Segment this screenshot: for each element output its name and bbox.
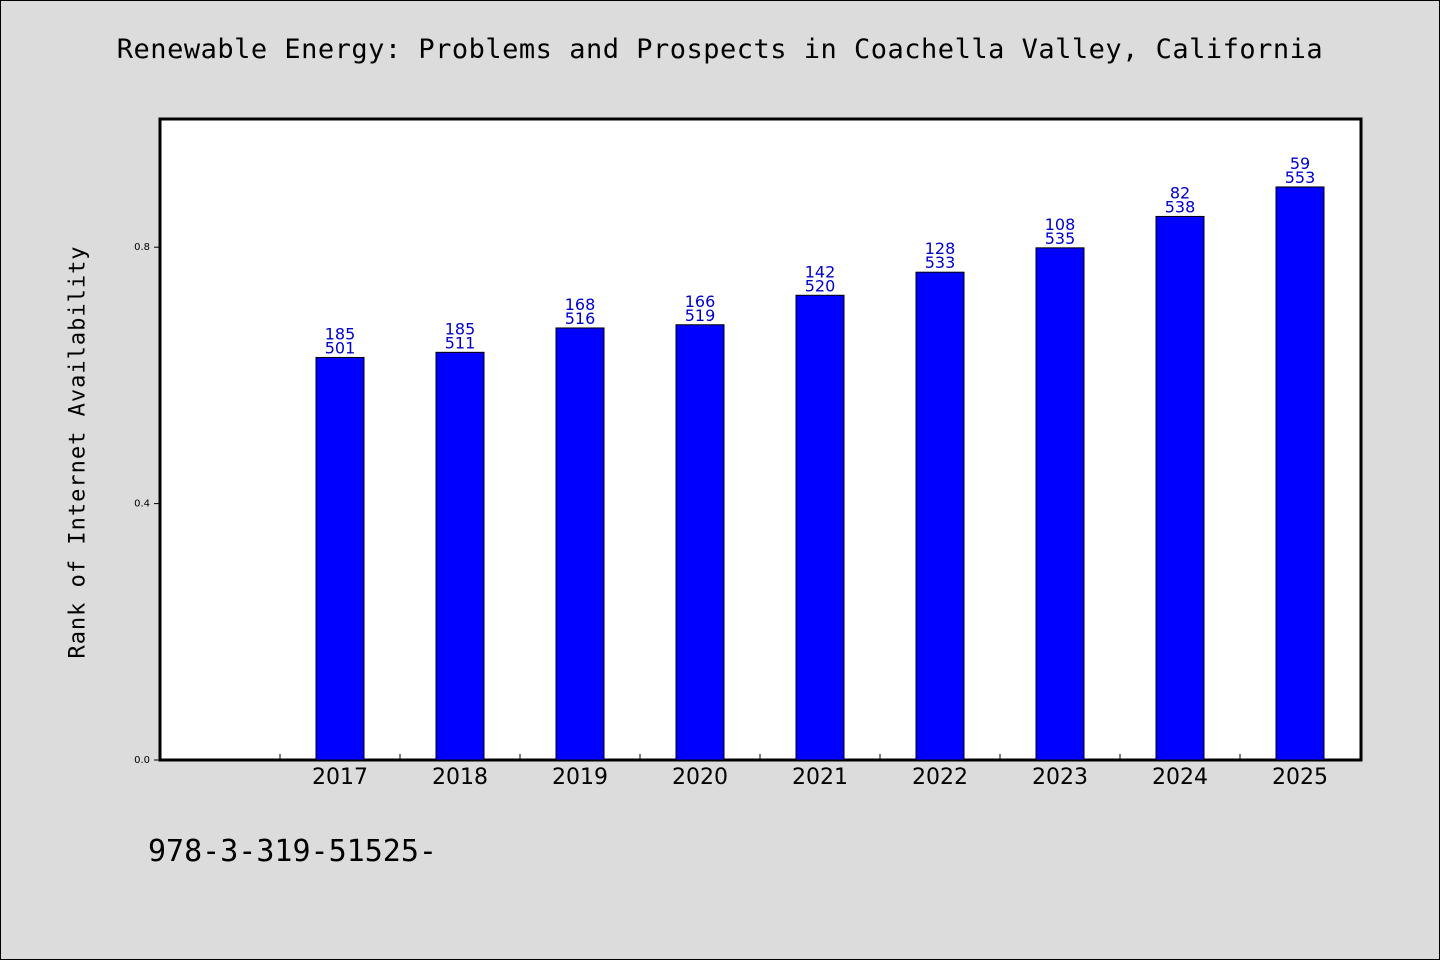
bar: [315, 356, 365, 761]
bar: [1155, 215, 1205, 761]
y-tick-label: 0.0: [134, 755, 150, 766]
x-tick-label: 2021: [792, 765, 848, 790]
bar: [1275, 186, 1325, 761]
y-axis: 0.0 0.4 0.8: [134, 242, 160, 766]
bar-label-top: 128: [925, 239, 956, 258]
x-tick-label: 2017: [312, 765, 368, 790]
bar-label-bottom: 538: [1165, 197, 1196, 216]
bar-label-bottom: 553: [1285, 168, 1316, 187]
bar-label-bottom: 533: [925, 253, 956, 272]
bar-label-bottom: 501: [325, 338, 356, 357]
bar: [675, 324, 725, 761]
bar-label-bottom: 535: [1045, 229, 1076, 248]
bar-label-top: 59: [1290, 154, 1310, 173]
footer-isbn-text: 978-3-319-51525-: [148, 834, 437, 869]
x-tick-label: 2018: [432, 765, 488, 790]
bar-label-bottom: 516: [565, 309, 596, 328]
bar-label-top: 108: [1045, 215, 1076, 234]
bar-label-top: 185: [325, 324, 356, 343]
bar: [915, 271, 965, 761]
x-tick-label: 2020: [672, 765, 728, 790]
bar-label-top: 142: [805, 262, 836, 281]
x-tick-label: 2024: [1152, 765, 1208, 790]
bar-label-bottom: 519: [685, 306, 716, 325]
x-tick-label: 2019: [552, 765, 608, 790]
bars: [315, 186, 1325, 761]
bar-label-top: 82: [1170, 183, 1190, 202]
bar: [435, 351, 485, 761]
data-labels: 1855011855111685161665191425201285331085…: [325, 154, 1316, 358]
bar: [1035, 247, 1085, 761]
chart-title: Renewable Energy: Problems and Prospects…: [116, 34, 1324, 65]
bar-label-top: 185: [445, 319, 476, 338]
bar: [795, 294, 845, 761]
x-tick-label: 2022: [912, 765, 968, 790]
y-tick-label: 0.4: [134, 499, 150, 510]
bar-label-bottom: 520: [805, 276, 836, 295]
bar-label-top: 166: [685, 292, 716, 311]
y-tick-label: 0.8: [134, 242, 150, 253]
x-tick-label: 2025: [1272, 765, 1328, 790]
x-tick-label: 2023: [1032, 765, 1088, 790]
bar: [555, 327, 605, 761]
x-axis: 2017 2018 2019 2020 2021 2022 2023 2024 2025: [279, 754, 1361, 790]
bar-label-top: 168: [565, 295, 596, 314]
bar-label-bottom: 511: [445, 333, 476, 352]
